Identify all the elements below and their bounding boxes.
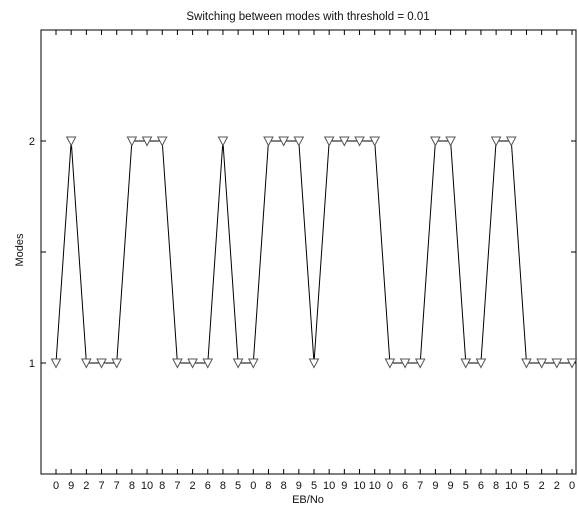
x-tick-label: 7 — [98, 480, 104, 492]
x-tick-label: 9 — [448, 480, 454, 492]
data-point-marker — [399, 358, 411, 369]
plot-area: 120 9 2 7 7 8 10 8 7 2 6 8 5 0 8 8 9 5 10 9 10 10 0 6 7 9 9 5 6 8 10 5 2… — [29, 29, 578, 492]
data-point-marker — [111, 358, 123, 369]
x-tick-label: 8 — [265, 480, 271, 492]
x-tick-label: 7 — [174, 480, 180, 492]
x-tick-label: 6 — [205, 480, 211, 492]
x-tick-label: 10 — [369, 480, 381, 492]
x-tick-label: 10 — [505, 480, 517, 492]
data-point-marker — [81, 358, 92, 369]
data-point-marker — [521, 358, 532, 369]
data-point-marker — [96, 358, 107, 369]
chart-title: Switching between modes with threshold =… — [186, 11, 429, 23]
data-point-marker — [414, 358, 426, 369]
data-point-marker — [65, 136, 77, 147]
x-tick-label: 5 — [523, 480, 529, 492]
x-tick-label: 5 — [235, 480, 241, 492]
data-point-marker — [141, 136, 153, 147]
data-point-marker — [475, 358, 487, 369]
data-point-marker — [323, 136, 335, 147]
data-point-marker — [505, 136, 517, 147]
data-point-marker — [293, 136, 305, 147]
x-tick-label: 10 — [323, 480, 335, 492]
data-point-marker — [232, 358, 244, 369]
x-tick-label: 0 — [569, 480, 575, 492]
x-tick-label: 5 — [311, 480, 317, 492]
data-point-marker — [354, 136, 365, 147]
x-tick-label: 7 — [114, 480, 120, 492]
data-point-marker — [369, 136, 381, 147]
data-point-marker — [566, 358, 578, 369]
data-point-marker — [490, 136, 502, 147]
x-tick-label: 6 — [402, 480, 408, 492]
data-point-marker — [202, 358, 214, 369]
data-point-marker — [126, 136, 138, 147]
x-tick-label: 2 — [83, 480, 89, 492]
data-point-marker — [308, 358, 320, 369]
y-axis-label: Modes — [14, 233, 26, 267]
x-tick-label: 8 — [281, 480, 287, 492]
data-point-marker — [460, 358, 472, 369]
x-tick-label: 6 — [478, 480, 484, 492]
data-point-marker — [278, 136, 289, 147]
x-tick-label: 9 — [68, 480, 74, 492]
x-tick-label: 10 — [353, 480, 365, 492]
x-tick-label: 8 — [220, 480, 226, 492]
y-tick-label: 1 — [29, 358, 35, 370]
x-tick-label: 9 — [432, 480, 438, 492]
data-point-marker — [263, 136, 274, 147]
x-tick-label: 8 — [159, 480, 165, 492]
x-tick-label: 2 — [554, 480, 560, 492]
data-point-marker — [339, 136, 350, 147]
x-tick-label: 10 — [141, 480, 153, 492]
x-axis-label: EB/No — [292, 494, 324, 506]
data-point-marker — [551, 358, 563, 369]
data-point-marker — [172, 358, 183, 369]
data-point-marker — [384, 358, 396, 369]
x-tick-label: 7 — [417, 480, 423, 492]
data-point-marker — [247, 358, 259, 369]
data-point-marker — [217, 136, 229, 147]
x-tick-label: 8 — [129, 480, 135, 492]
y-tick-label: 2 — [29, 136, 35, 148]
x-tick-label: 2 — [190, 480, 196, 492]
data-point-marker — [430, 136, 441, 147]
data-point-marker — [187, 358, 198, 369]
x-tick-label: 9 — [296, 480, 302, 492]
x-tick-label: 0 — [53, 480, 59, 492]
data-point-marker — [536, 358, 547, 369]
x-tick-label: 8 — [493, 480, 499, 492]
data-point-marker — [50, 358, 62, 369]
x-tick-label: 9 — [341, 480, 347, 492]
data-point-marker — [445, 136, 456, 147]
series-line — [55, 140, 572, 364]
x-tick-label: 0 — [250, 480, 256, 492]
x-tick-label: 0 — [387, 480, 393, 492]
plot-frame — [40, 29, 577, 475]
data-point-marker — [156, 136, 168, 147]
x-tick-label: 2 — [539, 480, 545, 492]
x-tick-label: 5 — [463, 480, 469, 492]
